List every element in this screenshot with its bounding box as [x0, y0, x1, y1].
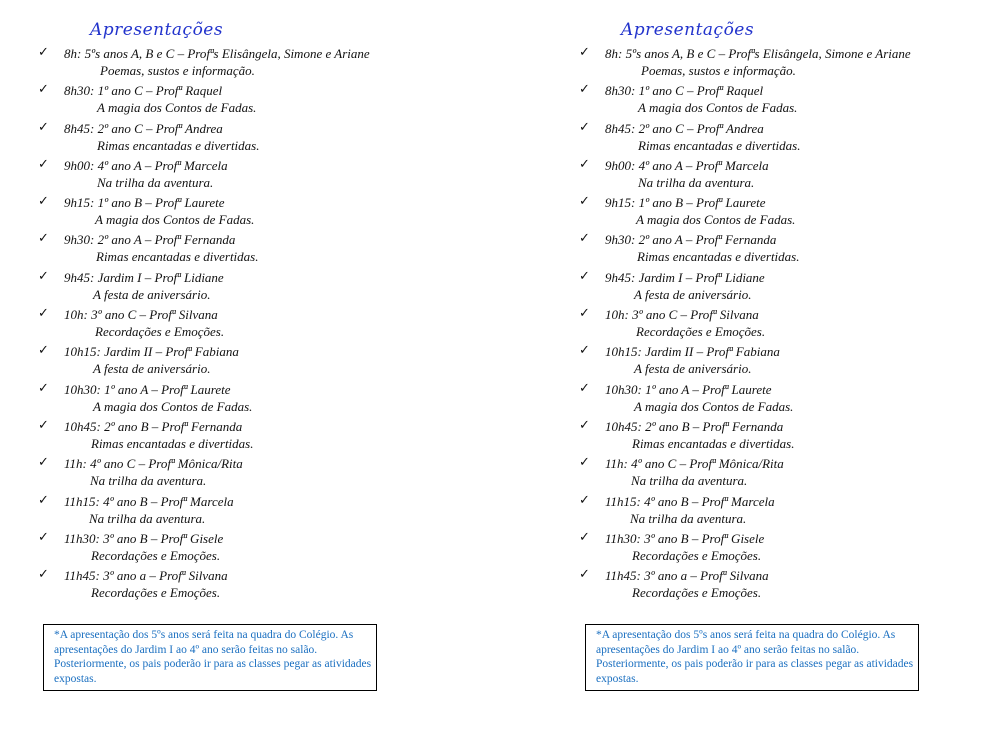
schedule-time-line: 9h30: 2º ano A – Profª Fernanda — [64, 232, 236, 248]
schedule-time-line: 9h45: Jardim I – Profª Lidiane — [64, 269, 224, 285]
check-icon: ✓ — [38, 491, 49, 507]
check-icon: ✓ — [38, 155, 49, 171]
check-icon: ✓ — [579, 193, 590, 209]
schedule-subtitle: Na trilha da aventura. — [97, 174, 214, 190]
schedule-time-line: 9h15: 1º ano B – Profª Laurete — [605, 195, 766, 211]
check-icon: ✓ — [579, 379, 590, 395]
schedule-time-line: 8h45: 2º ano C – Profª Andrea — [605, 120, 764, 136]
schedule-subtitle: Rimas encantadas e divertidas. — [97, 137, 260, 153]
check-icon: ✓ — [579, 416, 590, 432]
schedule-time-line: 9h45: Jardim I – Profª Lidiane — [605, 269, 765, 285]
check-icon: ✓ — [38, 342, 49, 358]
note-box: *A apresentação dos 5ºs anos será feita … — [43, 624, 377, 691]
schedule-time-line: 8h30: 1º ano C – Profª Raquel — [64, 83, 223, 99]
schedule-subtitle: Recordações e Emoções. — [632, 585, 762, 601]
schedule-subtitle: Na trilha da aventura. — [631, 473, 748, 489]
schedule-time-line: 10h30: 1º ano A – Profª Laurete — [64, 381, 231, 397]
schedule-subtitle: Recordações e Emoções. — [632, 547, 762, 563]
schedule-time-line: 9h15: 1º ano B – Profª Laurete — [64, 195, 225, 211]
check-icon: ✓ — [579, 566, 590, 582]
schedule-time-line: 10h: 3º ano C – Profª Silvana — [64, 307, 218, 323]
check-icon: ✓ — [38, 566, 49, 582]
schedule-time-line: 10h30: 1º ano A – Profª Laurete — [605, 381, 772, 397]
schedule-time-line: 8h45: 2º ano C – Profª Andrea — [64, 120, 223, 136]
schedule-time-line: 11h15: 4º ano B – Profª Marcela — [605, 493, 775, 509]
check-icon: ✓ — [579, 342, 590, 358]
note-box: *A apresentação dos 5ºs anos será feita … — [585, 624, 919, 691]
check-icon: ✓ — [579, 267, 590, 283]
schedule-subtitle: A magia dos Contos de Fadas. — [634, 398, 794, 414]
schedule-subtitle: Rimas encantadas e divertidas. — [632, 435, 795, 451]
schedule-subtitle: A festa de aniversário. — [93, 286, 211, 302]
schedule-subtitle: Rimas encantadas e divertidas. — [91, 435, 254, 451]
schedule-subtitle: A festa de aniversário. — [634, 286, 752, 302]
check-icon: ✓ — [38, 416, 49, 432]
check-icon: ✓ — [38, 528, 49, 544]
schedule-time-line: 10h45: 2º ano B – Profª Fernanda — [605, 418, 784, 434]
schedule-subtitle: A magia dos Contos de Fadas. — [95, 212, 255, 228]
schedule-time-line: 8h: 5ºs anos A, B e C – Profªs Elisângel… — [64, 46, 370, 61]
check-icon: ✓ — [579, 454, 590, 470]
schedule-subtitle: Recordações e Emoções. — [91, 547, 221, 563]
check-icon: ✓ — [38, 454, 49, 470]
schedule-time-line: 9h00: 4º ano A – Profª Marcela — [605, 157, 769, 173]
schedule-time-line: 11h: 4º ano C – Profª Mônica/Rita — [605, 456, 784, 472]
schedule-time-line: 9h30: 2º ano A – Profª Fernanda — [605, 232, 777, 248]
schedule-subtitle: A magia dos Contos de Fadas. — [93, 398, 253, 414]
check-icon: ✓ — [38, 267, 49, 283]
schedule-subtitle: A magia dos Contos de Fadas. — [638, 100, 798, 116]
schedule-time-line: 10h15: Jardim II – Profª Fabiana — [605, 344, 780, 360]
check-icon: ✓ — [38, 44, 49, 59]
schedule-subtitle: Recordações e Emoções. — [95, 324, 225, 340]
schedule-subtitle: A magia dos Contos de Fadas. — [636, 212, 796, 228]
schedule-subtitle: Na trilha da aventura. — [630, 510, 747, 526]
check-icon: ✓ — [38, 118, 49, 134]
schedule-subtitle: Rimas encantadas e divertidas. — [638, 137, 801, 153]
check-icon: ✓ — [38, 230, 49, 246]
schedule-time-line: 11h30: 3º ano B – Profª Gisele — [605, 530, 765, 546]
page-title: Apresentações — [90, 20, 224, 40]
check-icon: ✓ — [579, 155, 590, 171]
schedule-time-line: 10h: 3º ano C – Profª Silvana — [605, 307, 759, 323]
schedule-subtitle: Na trilha da aventura. — [638, 174, 755, 190]
schedule-time-line: 11h45: 3º ano a – Profª Silvana — [605, 568, 769, 584]
schedule-subtitle: Recordações e Emoções. — [636, 324, 766, 340]
check-icon: ✓ — [579, 230, 590, 246]
schedule-time-line: 8h: 5ºs anos A, B e C – Profªs Elisângel… — [605, 46, 911, 61]
schedule-time-line: 11h: 4º ano C – Profª Mônica/Rita — [64, 456, 243, 472]
check-icon: ✓ — [579, 118, 590, 134]
check-icon: ✓ — [38, 193, 49, 209]
check-icon: ✓ — [38, 81, 49, 97]
schedule-time-line: 10h45: 2º ano B – Profª Fernanda — [64, 418, 243, 434]
schedule-time-line: 11h45: 3º ano a – Profª Silvana — [64, 568, 228, 584]
schedule-subtitle: Recordações e Emoções. — [91, 585, 221, 601]
schedule-subtitle: A festa de aniversário. — [93, 361, 211, 377]
schedule-subtitle: Rimas encantadas e divertidas. — [96, 249, 259, 265]
schedule-subtitle: Poemas, sustos e informação. — [100, 63, 255, 78]
schedule-subtitle: A festa de aniversário. — [634, 361, 752, 377]
schedule-time-line: 10h15: Jardim II – Profª Fabiana — [64, 344, 239, 360]
check-icon: ✓ — [38, 379, 49, 395]
check-icon: ✓ — [38, 305, 49, 321]
check-icon: ✓ — [579, 305, 590, 321]
schedule-subtitle: Na trilha da aventura. — [90, 473, 207, 489]
page-title: Apresentações — [621, 20, 755, 40]
schedule-subtitle: A magia dos Contos de Fadas. — [97, 100, 257, 116]
check-icon: ✓ — [579, 44, 590, 59]
schedule-time-line: 11h30: 3º ano B – Profª Gisele — [64, 530, 224, 546]
check-icon: ✓ — [579, 491, 590, 507]
schedule-time-line: 11h15: 4º ano B – Profª Marcela — [64, 493, 234, 509]
check-icon: ✓ — [579, 528, 590, 544]
schedule-subtitle: Poemas, sustos e informação. — [641, 63, 796, 78]
check-icon: ✓ — [579, 81, 590, 97]
schedule-subtitle: Na trilha da aventura. — [89, 510, 206, 526]
schedule-subtitle: Rimas encantadas e divertidas. — [637, 249, 800, 265]
schedule-time-line: 8h30: 1º ano C – Profª Raquel — [605, 83, 764, 99]
schedule-time-line: 9h00: 4º ano A – Profª Marcela — [64, 157, 228, 173]
